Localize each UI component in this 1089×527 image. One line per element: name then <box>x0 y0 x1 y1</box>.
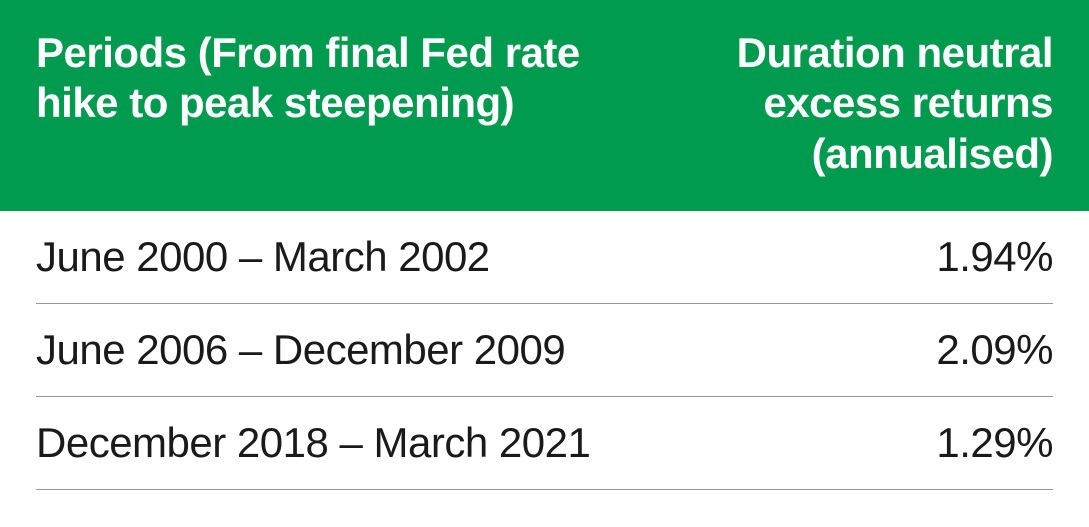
period-cell: June 2006 – December 2009 <box>36 326 673 374</box>
header-returns-line2: excess returns <box>763 79 1053 126</box>
value-cell: 1.29% <box>673 419 1053 467</box>
table-row: June 2000 – March 2002 1.94% <box>36 211 1053 304</box>
table-row: June 2006 – December 2009 2.09% <box>36 304 1053 397</box>
value-cell: 1.94% <box>673 233 1053 281</box>
header-returns-line1: Duration neutral <box>737 29 1053 76</box>
header-returns-line3: (annualised) <box>812 130 1053 177</box>
table-row: December 2018 – March 2021 1.29% <box>36 397 1053 490</box>
period-cell: June 2000 – March 2002 <box>36 233 673 281</box>
table-header: Periods (From final Fed rate hike to pea… <box>0 0 1089 211</box>
header-periods-line2: hike to peak steepening) <box>36 79 514 126</box>
returns-table: Periods (From final Fed rate hike to pea… <box>0 0 1089 490</box>
period-cell: December 2018 – March 2021 <box>36 419 673 467</box>
header-periods-line1: Periods (From final Fed rate <box>36 29 580 76</box>
header-returns: Duration neutral excess returns (annuali… <box>673 28 1053 179</box>
value-cell: 2.09% <box>673 326 1053 374</box>
header-periods: Periods (From final Fed rate hike to pea… <box>36 28 673 179</box>
table-body: June 2000 – March 2002 1.94% June 2006 –… <box>0 211 1089 490</box>
